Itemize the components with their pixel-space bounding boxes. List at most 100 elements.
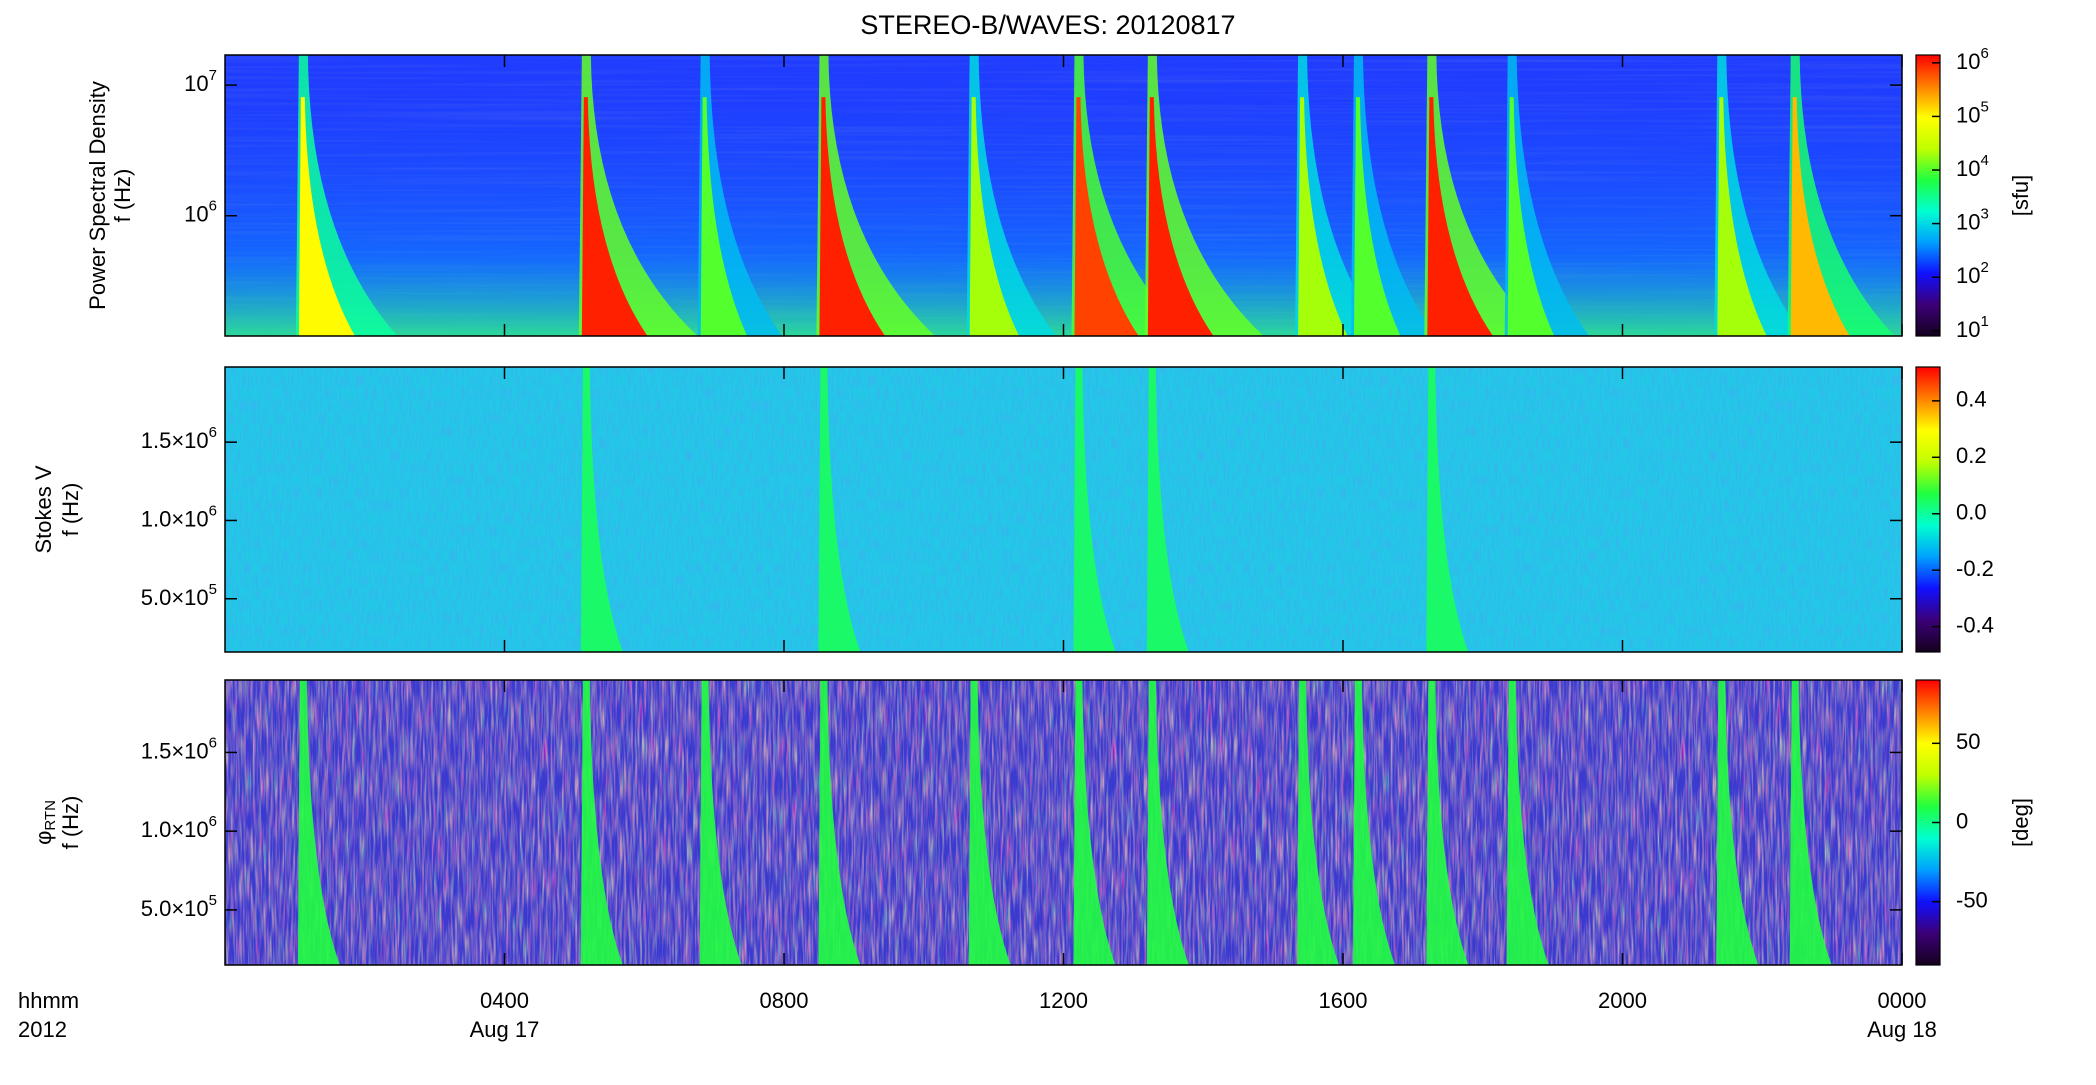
burst [968, 680, 1011, 965]
y-axis-label: f (Hz) [58, 483, 83, 537]
colorbar-tick-label: -0.2 [1956, 556, 1994, 581]
burst [816, 55, 936, 337]
x-tick-label-base: 0800 [760, 988, 809, 1013]
colorbar-tick-label-exp: 6 [1980, 45, 1988, 62]
x-format-label: hhmm [18, 988, 79, 1013]
burst [1716, 680, 1759, 965]
burst-core [819, 97, 886, 337]
y-tick-label-base: 10 [184, 202, 208, 227]
burst [1146, 680, 1189, 965]
y-tick-label-base: 5.0×10 [141, 585, 209, 610]
burst-streak [818, 680, 861, 965]
colorbar-tick-label: 50 [1956, 729, 1980, 754]
burst-streak [297, 680, 340, 965]
colorbar-tick-label: 0.4 [1956, 387, 1987, 412]
y-axis-label-sub: RTN [42, 800, 59, 831]
burst-core [1717, 97, 1767, 337]
y-tick-label-base: 10 [184, 71, 208, 96]
y-tick-label-base: 1.5×10 [141, 428, 209, 453]
colorbar-label: [sfu] [2008, 175, 2033, 217]
panel-texture [225, 680, 1902, 965]
burst-core [1298, 97, 1348, 337]
burst [578, 55, 698, 337]
y-axis-label: f (Hz) [110, 169, 135, 223]
colorbar-tick-label-base: 10 [1956, 49, 1980, 74]
y-tick-label-exp: 6 [209, 502, 217, 519]
burst-streak [1146, 680, 1189, 965]
y-axis-label: f (Hz) [58, 796, 83, 850]
burst [697, 55, 783, 337]
x-tick-label: 0400 [480, 988, 529, 1013]
x-tick-label: 0000 [1878, 988, 1927, 1013]
colorbar-tick-label-exp: 1 [1980, 313, 1988, 330]
colorbar-tick-label-exp: 2 [1980, 259, 1988, 276]
burst-streak [1073, 367, 1116, 652]
y-tick-label: 5.0×105 [141, 892, 217, 921]
y-tick-label-exp: 6 [209, 813, 217, 830]
x-tick-label: 0800 [760, 988, 809, 1013]
colorbar [1915, 366, 1941, 653]
burst-streak [580, 367, 623, 652]
burst [1352, 680, 1395, 965]
burst-core [1147, 97, 1214, 337]
burst-streak [699, 680, 742, 965]
colorbar-tick-label: -50 [1956, 887, 1988, 912]
colorbar-tick-label: 103 [1956, 206, 1989, 235]
burst-streak [1073, 680, 1116, 965]
y-tick-label-exp: 6 [209, 424, 217, 441]
burst-streak [1426, 367, 1469, 652]
x-tick-label-base: 0400 [480, 988, 529, 1013]
burst [1144, 55, 1264, 337]
burst [1426, 680, 1469, 965]
burst-streak [968, 680, 1011, 965]
y-tick-label-exp: 7 [209, 67, 217, 84]
colorbar-tick-label-base: 10 [1956, 263, 1980, 288]
burst [1295, 55, 1385, 337]
x-tick-label: 1600 [1319, 988, 1368, 1013]
burst [1073, 680, 1116, 965]
x-tick-label-base: 2000 [1598, 988, 1647, 1013]
y-tick-label-base: 5.0×10 [141, 896, 209, 921]
colorbar-tick-label: 0 [1956, 808, 1968, 833]
colorbar-tick-label-exp: 3 [1980, 206, 1988, 223]
burst-core [581, 97, 648, 337]
x-tick-label-base: 0000 [1878, 988, 1927, 1013]
y-tick-label-base: 1.0×10 [141, 817, 209, 842]
colorbar-tick-label: 0.2 [1956, 443, 1987, 468]
y-tick-label: 1.0×106 [141, 502, 217, 531]
burst-streak [1506, 680, 1549, 965]
burst [1073, 367, 1116, 652]
colorbar-tick-label-base: 10 [1956, 317, 1980, 342]
burst [297, 680, 340, 965]
burst-core [1427, 97, 1493, 337]
x-tick-label: 2000 [1598, 988, 1647, 1013]
burst [295, 55, 398, 337]
burst [1714, 55, 1804, 337]
x-year-label: 2012 [18, 1017, 67, 1042]
burst [1426, 367, 1469, 652]
x-tick-label: 1200 [1039, 988, 1088, 1013]
burst-streak [1297, 680, 1340, 965]
chart-title: STEREO-B/WAVES: 20120817 [860, 10, 1235, 40]
burst-core [1790, 97, 1850, 337]
burst-streak [580, 680, 623, 965]
burst [818, 680, 861, 965]
colorbar-label: [deg] [2008, 798, 2033, 847]
y-tick-label: 5.0×105 [141, 581, 217, 610]
burst [1146, 367, 1189, 652]
y-tick-label-exp: 6 [209, 734, 217, 751]
y-tick-label: 1.5×106 [141, 424, 217, 453]
colorbar-tick-label: 102 [1956, 259, 1989, 288]
panel-floor [225, 55, 1902, 336]
y-tick-label: 1.0×106 [141, 813, 217, 842]
y-axis-label: φRTN [31, 800, 59, 845]
burst-core [1353, 97, 1401, 337]
burst [699, 680, 742, 965]
burst [1424, 55, 1544, 337]
burst [1787, 55, 1895, 337]
x-date-label: Aug 17 [470, 1017, 540, 1042]
colorbar-tick-label: 105 [1956, 98, 1989, 127]
colorbar-tick-label: 104 [1956, 152, 1989, 181]
x-tick-label-base: 1200 [1039, 988, 1088, 1013]
